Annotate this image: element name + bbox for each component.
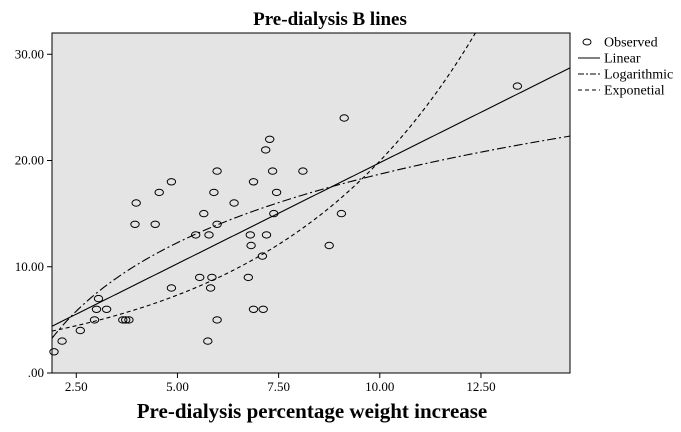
observed-point bbox=[212, 167, 222, 175]
observed-point bbox=[336, 209, 347, 218]
observed-point bbox=[267, 167, 278, 175]
observed-point bbox=[57, 337, 67, 345]
x-tick-label: 12.50 bbox=[466, 379, 495, 394]
observed-points bbox=[49, 82, 523, 356]
observed-point bbox=[195, 273, 205, 282]
plot-background bbox=[52, 33, 570, 373]
observed-point bbox=[150, 220, 160, 229]
x-tick-label: 2.50 bbox=[65, 379, 88, 394]
observed-point bbox=[130, 220, 140, 229]
observed-point bbox=[166, 284, 177, 292]
x-tick-label: 7.50 bbox=[267, 379, 290, 394]
observed-point bbox=[209, 188, 219, 197]
observed-point bbox=[118, 316, 128, 324]
observed-point bbox=[243, 273, 254, 282]
observed-point bbox=[229, 199, 239, 207]
y-tick-label: 20.00 bbox=[15, 153, 44, 168]
observed-point bbox=[121, 316, 131, 324]
observed-point bbox=[166, 178, 177, 186]
observed-point bbox=[91, 305, 102, 313]
x-axis: 2.50 5.00 7.50 10.00 12.50 bbox=[65, 373, 496, 394]
observed-point bbox=[271, 188, 282, 197]
observed-point bbox=[324, 241, 334, 250]
y-tick-label: 10.00 bbox=[15, 259, 44, 274]
fit-curves bbox=[52, 33, 570, 339]
observed-point bbox=[191, 231, 201, 239]
observed-point bbox=[246, 241, 256, 250]
curve-exponetial bbox=[52, 33, 477, 332]
observed-point bbox=[245, 231, 256, 239]
y-axis: .00 10.00 20.00 30.00 bbox=[15, 46, 52, 380]
chart-title: Pre-dialysis B lines bbox=[253, 9, 407, 30]
y-tick-label: .00 bbox=[28, 365, 44, 380]
observed-point bbox=[89, 316, 100, 324]
legend-label: Logarithmic bbox=[604, 68, 673, 83]
curve-linear bbox=[52, 67, 570, 327]
observed-point bbox=[93, 294, 104, 303]
observed-point bbox=[269, 209, 279, 218]
legend-label: Linear bbox=[604, 52, 641, 67]
observed-point bbox=[49, 348, 59, 356]
observed-point bbox=[101, 305, 112, 313]
observed-point bbox=[124, 316, 134, 324]
legend-marker-observed bbox=[582, 38, 592, 46]
observed-point bbox=[265, 135, 275, 144]
observed-point bbox=[257, 252, 268, 260]
observed-point bbox=[75, 326, 86, 335]
x-axis-label: Pre-dialysis percentage weight increase bbox=[137, 399, 488, 423]
observed-point bbox=[258, 305, 268, 313]
observed-point bbox=[204, 231, 214, 239]
legend-label: Observed bbox=[604, 36, 658, 51]
observed-point bbox=[154, 188, 164, 197]
observed-point bbox=[203, 337, 213, 345]
observed-point bbox=[248, 305, 259, 313]
observed-point bbox=[199, 209, 209, 218]
observed-point bbox=[212, 220, 222, 229]
observed-point bbox=[298, 167, 308, 175]
observed-point bbox=[261, 146, 271, 154]
x-tick-label: 5.00 bbox=[166, 379, 189, 394]
x-tick-label: 10.00 bbox=[365, 379, 394, 394]
observed-point bbox=[212, 316, 222, 324]
plot-frame bbox=[51, 32, 571, 374]
observed-point bbox=[207, 273, 217, 282]
observed-point bbox=[205, 284, 216, 292]
curve-logarithmic bbox=[52, 135, 570, 339]
observed-point bbox=[512, 82, 523, 90]
observed-point bbox=[131, 199, 141, 207]
legend-label: Exponetial bbox=[604, 84, 665, 99]
y-tick-label: 30.00 bbox=[15, 46, 44, 61]
observed-point bbox=[339, 114, 349, 122]
observed-point bbox=[261, 231, 272, 239]
observed-point bbox=[248, 178, 259, 186]
